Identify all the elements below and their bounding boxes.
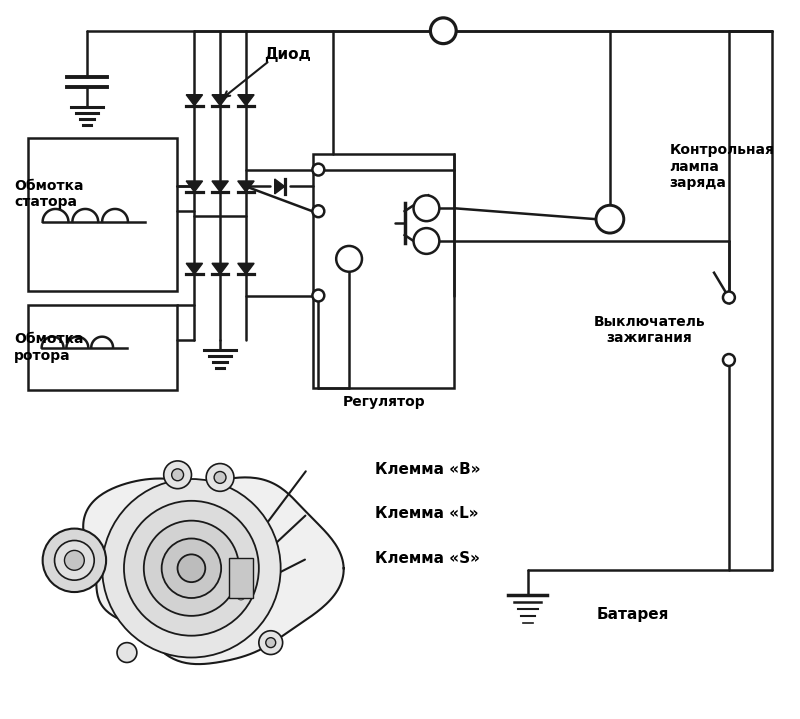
Polygon shape — [186, 95, 202, 106]
Circle shape — [237, 592, 245, 600]
Text: Клемма «L»: Клемма «L» — [375, 506, 478, 521]
Polygon shape — [212, 263, 228, 274]
Polygon shape — [274, 179, 285, 194]
Circle shape — [144, 521, 239, 616]
Circle shape — [124, 501, 259, 636]
Circle shape — [178, 554, 206, 582]
Polygon shape — [186, 263, 202, 274]
Circle shape — [206, 464, 234, 491]
Text: Клемма «S»: Клемма «S» — [375, 551, 480, 566]
Circle shape — [54, 541, 94, 580]
Circle shape — [162, 539, 221, 598]
Polygon shape — [238, 95, 254, 106]
Bar — [28, 138, 177, 290]
Circle shape — [723, 292, 735, 303]
Polygon shape — [83, 477, 344, 664]
Text: Регулятор: Регулятор — [342, 395, 425, 408]
Circle shape — [430, 18, 456, 44]
Bar — [28, 306, 177, 390]
Text: Клемма «B»: Клемма «B» — [375, 462, 480, 477]
Circle shape — [214, 472, 226, 483]
Circle shape — [102, 479, 281, 657]
Circle shape — [596, 206, 624, 233]
Polygon shape — [238, 263, 254, 274]
Circle shape — [117, 643, 137, 662]
Text: Обмотка
статора: Обмотка статора — [14, 179, 83, 209]
Circle shape — [312, 164, 324, 175]
Circle shape — [42, 528, 106, 592]
Circle shape — [164, 461, 191, 489]
Polygon shape — [212, 181, 228, 192]
Text: Батарея: Батарея — [597, 608, 670, 623]
Circle shape — [266, 638, 276, 648]
Circle shape — [65, 551, 84, 570]
Text: Выключатель
зажигания: Выключатель зажигания — [594, 315, 706, 345]
Text: Контрольная
лампа
заряда: Контрольная лампа заряда — [670, 143, 774, 190]
Circle shape — [237, 564, 245, 572]
Text: L: L — [423, 202, 430, 215]
Polygon shape — [212, 95, 228, 106]
Circle shape — [414, 196, 439, 221]
Circle shape — [414, 228, 439, 254]
Circle shape — [172, 469, 183, 481]
Circle shape — [259, 631, 282, 654]
Text: B: B — [439, 24, 448, 37]
Text: E: E — [345, 252, 353, 265]
Circle shape — [723, 354, 735, 366]
Polygon shape — [186, 181, 202, 192]
Polygon shape — [238, 181, 254, 192]
Bar — [229, 559, 253, 598]
Circle shape — [312, 206, 324, 217]
Circle shape — [312, 290, 324, 301]
Text: S: S — [422, 234, 430, 247]
Text: Диод: Диод — [264, 47, 311, 62]
Circle shape — [237, 580, 245, 587]
Bar — [314, 154, 454, 388]
Circle shape — [336, 246, 362, 272]
Text: Обмотка
ротора: Обмотка ротора — [14, 332, 83, 362]
